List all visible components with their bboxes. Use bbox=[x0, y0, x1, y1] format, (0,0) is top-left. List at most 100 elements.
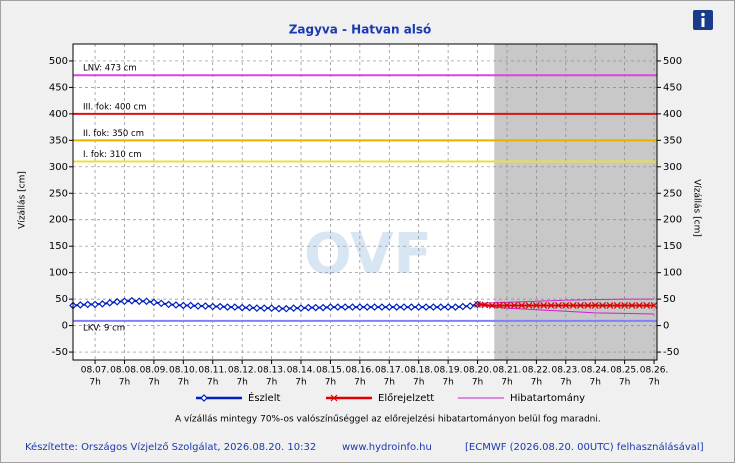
marker bbox=[518, 302, 526, 309]
y-tick-label: 150 bbox=[49, 241, 68, 252]
marker bbox=[496, 302, 504, 309]
marker bbox=[135, 297, 144, 306]
y2-tick-label: 100 bbox=[663, 268, 682, 279]
marker bbox=[407, 303, 416, 311]
marker bbox=[208, 302, 217, 311]
marker bbox=[621, 302, 629, 309]
x-tick-sublabel: 7h bbox=[295, 378, 306, 388]
marker bbox=[157, 299, 166, 308]
marker bbox=[481, 301, 489, 309]
reference-label: LKV: 9 cm bbox=[83, 323, 125, 333]
marker bbox=[599, 302, 606, 309]
watermark: OVF bbox=[304, 222, 432, 287]
y2-tick-label: 300 bbox=[663, 162, 682, 173]
marker bbox=[569, 302, 577, 309]
marker bbox=[540, 302, 548, 309]
y-tick-label: 500 bbox=[49, 56, 68, 67]
marker bbox=[547, 302, 555, 309]
x-tick-label: 08.25. bbox=[610, 366, 639, 376]
marker bbox=[223, 303, 232, 311]
y2-tick-label: 350 bbox=[663, 135, 682, 146]
reference-label: III. fok: 400 cm bbox=[83, 102, 146, 112]
marker bbox=[422, 303, 430, 311]
marker bbox=[363, 303, 372, 311]
marker bbox=[98, 300, 107, 308]
y-tick-label: 450 bbox=[49, 82, 68, 93]
marker bbox=[179, 301, 188, 310]
x-tick-sublabel: 7h bbox=[501, 378, 512, 388]
forecast-shade bbox=[494, 44, 657, 360]
x-tick-label: 08.13. bbox=[257, 366, 286, 376]
marker bbox=[643, 302, 651, 309]
marker bbox=[584, 302, 592, 309]
marker bbox=[120, 297, 129, 306]
marker bbox=[436, 303, 445, 311]
marker bbox=[356, 303, 364, 311]
marker bbox=[142, 297, 151, 306]
x-tick-sublabel: 7h bbox=[472, 378, 483, 388]
x-tick-sublabel: 7h bbox=[148, 378, 159, 388]
y2-tick-label: 200 bbox=[663, 215, 682, 226]
marker bbox=[289, 304, 298, 312]
marker bbox=[466, 302, 475, 310]
x-tick-sublabel: 7h bbox=[236, 378, 247, 388]
marker bbox=[186, 301, 195, 310]
info-icon[interactable] bbox=[693, 10, 713, 30]
marker bbox=[164, 300, 173, 309]
x-tick-label: 08.20. bbox=[463, 366, 492, 376]
marker bbox=[297, 304, 305, 312]
y2-tick-label: -50 bbox=[663, 347, 679, 358]
marker bbox=[348, 303, 357, 311]
x-tick-label: 08.23. bbox=[551, 366, 580, 376]
reference-label: II. fok: 350 cm bbox=[83, 129, 144, 139]
x-tick-label: 08.12. bbox=[228, 366, 257, 376]
x-tick-sublabel: 7h bbox=[354, 378, 365, 388]
marker bbox=[253, 304, 261, 312]
error-band-high bbox=[477, 298, 655, 304]
x-tick-sublabel: 7h bbox=[384, 378, 395, 388]
x-tick-sublabel: 7h bbox=[207, 378, 218, 388]
x-tick-sublabel: 7h bbox=[325, 378, 336, 388]
y-tick-label: 350 bbox=[49, 135, 68, 146]
marker bbox=[333, 303, 342, 311]
legend-label: Előrejelzett bbox=[378, 392, 434, 404]
marker bbox=[201, 302, 210, 310]
y-tick-label: 250 bbox=[49, 188, 68, 199]
x-tick-sublabel: 7h bbox=[589, 378, 600, 388]
y-tick-label: 50 bbox=[55, 294, 68, 305]
x-tick-label: 08.10. bbox=[169, 366, 198, 376]
y2-tick-label: 400 bbox=[663, 109, 682, 120]
plot-border bbox=[72, 43, 658, 361]
x-tick-label: 08.08. bbox=[110, 366, 139, 376]
x-tick-label: 08.19. bbox=[434, 366, 463, 376]
marker bbox=[370, 303, 379, 311]
x-tick-sublabel: 7h bbox=[648, 378, 659, 388]
x-tick-sublabel: 7h bbox=[266, 378, 277, 388]
marker bbox=[311, 303, 320, 312]
marker bbox=[488, 302, 496, 309]
y2-tick-label: 0 bbox=[663, 321, 669, 332]
x-tick-label: 08.14. bbox=[287, 366, 316, 376]
marker bbox=[127, 296, 136, 305]
x-tick-label: 08.24. bbox=[581, 366, 610, 376]
marker bbox=[238, 303, 247, 312]
x-tick-sublabel: 7h bbox=[119, 378, 130, 388]
marker bbox=[91, 300, 99, 309]
y-tick-label: 200 bbox=[49, 215, 68, 226]
reference-label: LNV: 473 cm bbox=[83, 64, 137, 74]
marker bbox=[591, 302, 599, 309]
marker bbox=[319, 303, 327, 312]
marker bbox=[330, 394, 338, 402]
marker bbox=[275, 304, 283, 313]
x-tick-label: 08.11. bbox=[198, 366, 227, 376]
marker bbox=[113, 297, 121, 306]
marker bbox=[341, 303, 349, 311]
marker bbox=[613, 302, 621, 309]
marker bbox=[628, 302, 636, 309]
marker bbox=[83, 300, 92, 309]
x-tick-sublabel: 7h bbox=[89, 378, 100, 388]
x-tick-sublabel: 7h bbox=[560, 378, 571, 388]
marker bbox=[414, 303, 423, 311]
legend-label: Észlelt bbox=[248, 391, 280, 404]
footer-left: Készítette: Országos Vízjelző Szolgálat,… bbox=[25, 441, 316, 453]
